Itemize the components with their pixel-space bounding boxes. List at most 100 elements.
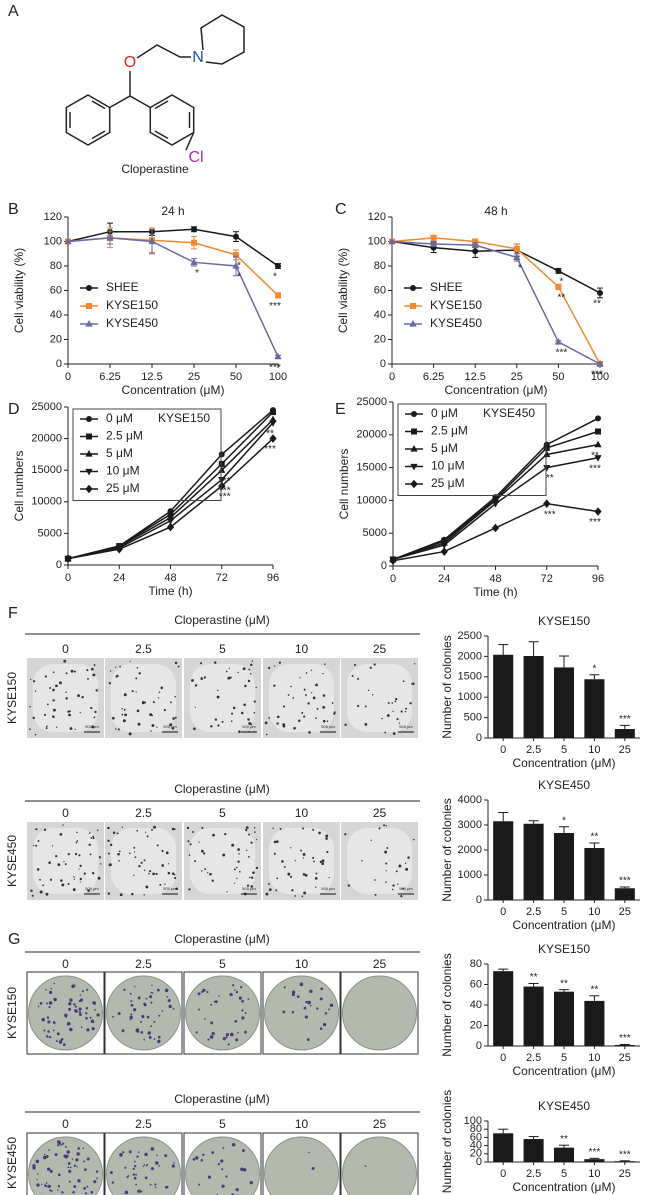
x-axis-label: Time (h) xyxy=(148,584,192,598)
colony xyxy=(41,1017,45,1022)
colony xyxy=(392,710,394,713)
column-label: 5 xyxy=(219,957,226,971)
colony xyxy=(35,828,38,831)
colony xyxy=(49,686,52,689)
colony xyxy=(60,1037,64,1041)
x-tick-label: 25 xyxy=(511,371,523,383)
marker xyxy=(543,444,550,451)
significance: * xyxy=(518,263,522,274)
colony xyxy=(209,1035,214,1039)
colony xyxy=(98,856,102,859)
image-header: Cloperastine (μM) xyxy=(174,613,270,627)
plate xyxy=(264,975,339,1051)
colony xyxy=(34,733,37,736)
colony xyxy=(107,826,110,830)
colony xyxy=(57,1141,61,1145)
colony xyxy=(385,881,387,883)
colony xyxy=(163,708,166,712)
colony xyxy=(29,705,31,708)
colony xyxy=(238,996,242,1000)
legend-label: KYSE450 xyxy=(106,316,158,330)
colony xyxy=(74,852,78,856)
y-tick-label: 100 xyxy=(44,235,62,247)
colony xyxy=(135,1183,137,1186)
colony xyxy=(107,839,110,842)
y-axis-label: Number of colonies xyxy=(440,953,454,1056)
colony xyxy=(88,832,91,834)
colony xyxy=(243,703,246,707)
colony xyxy=(142,1165,144,1168)
colony xyxy=(276,722,279,725)
colony xyxy=(156,726,158,728)
colony xyxy=(211,1151,215,1154)
colony xyxy=(61,883,65,887)
colony xyxy=(217,1162,220,1166)
colony xyxy=(322,706,326,709)
colony xyxy=(231,843,235,847)
x-tick-label: 48 xyxy=(489,573,501,585)
x-tick-label: 50 xyxy=(230,371,242,383)
x-tick-label: 48 xyxy=(164,572,176,584)
colony xyxy=(57,1173,61,1177)
y-tick-label: 60 xyxy=(374,284,386,296)
colony xyxy=(145,885,149,889)
micrograph-shade xyxy=(269,828,334,894)
x-tick-label: 25 xyxy=(619,744,631,756)
marker xyxy=(554,337,563,345)
colony xyxy=(148,1036,152,1039)
colony xyxy=(112,1015,115,1018)
colony xyxy=(232,706,236,710)
colony xyxy=(200,1158,204,1162)
colony xyxy=(143,701,147,704)
colony xyxy=(144,1152,148,1157)
colony xyxy=(221,1168,224,1171)
colony xyxy=(198,841,200,843)
colony xyxy=(53,982,55,985)
scale-label: 500 μm xyxy=(163,886,177,891)
significance: *** xyxy=(591,370,603,381)
colony xyxy=(36,868,40,871)
colony xyxy=(41,1183,43,1186)
marker xyxy=(594,455,602,462)
colony xyxy=(76,1152,79,1155)
colony xyxy=(92,835,95,838)
colony xyxy=(305,1000,308,1004)
legend-box xyxy=(72,408,222,501)
colony xyxy=(72,1190,75,1194)
colony xyxy=(86,669,89,672)
colony xyxy=(90,667,94,671)
colony xyxy=(149,713,153,716)
y-axis-label: Cell numbers xyxy=(12,451,26,522)
legend-label: 0 μM xyxy=(431,406,458,420)
legend-label: 10 μM xyxy=(431,459,465,473)
micrograph-shade xyxy=(190,664,255,732)
colony xyxy=(146,835,149,838)
colony xyxy=(402,680,405,683)
colony xyxy=(43,1029,46,1032)
colony xyxy=(48,1035,52,1039)
marker xyxy=(491,523,500,533)
colony xyxy=(64,1013,68,1018)
plate xyxy=(185,1136,260,1195)
column-label: 2.5 xyxy=(135,957,152,971)
colony xyxy=(157,1035,161,1039)
colony xyxy=(247,718,250,721)
x-tick-label: 2.5 xyxy=(526,744,541,756)
colony xyxy=(47,1030,50,1033)
colony xyxy=(344,723,347,727)
colony xyxy=(158,697,160,699)
significance: *** xyxy=(219,492,231,503)
colony xyxy=(57,1189,59,1191)
atom-label: Cl xyxy=(188,149,203,166)
x-tick-label: 24 xyxy=(113,572,125,584)
colony xyxy=(232,984,235,987)
colony xyxy=(303,715,306,718)
colony xyxy=(200,870,203,872)
colony xyxy=(237,671,239,674)
x-tick-label: 25 xyxy=(188,371,200,383)
colony xyxy=(299,677,301,679)
y-tick-label: 60 xyxy=(50,284,62,296)
y-tick-label: 3000 xyxy=(458,819,482,831)
legend-marker xyxy=(86,285,92,291)
colony xyxy=(290,685,292,688)
